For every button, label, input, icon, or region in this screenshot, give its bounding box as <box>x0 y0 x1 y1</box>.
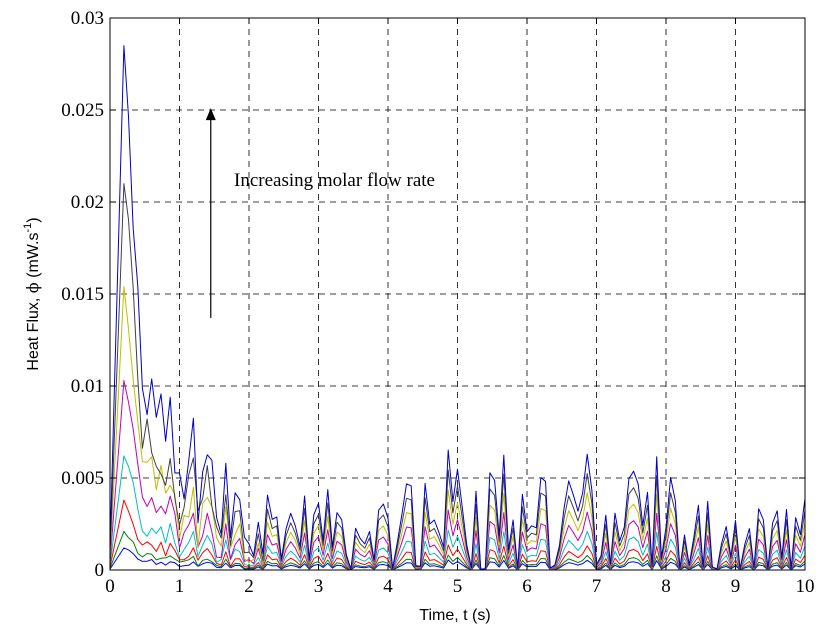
x-tick-label: 1 <box>175 576 185 597</box>
x-tick-label: 5 <box>453 576 463 597</box>
y-tick-label: 0.015 <box>61 284 104 305</box>
x-tick-label: 3 <box>314 576 324 597</box>
series-line-4 <box>109 455 806 571</box>
series-line-3 <box>109 499 806 571</box>
series-line-5 <box>109 380 806 571</box>
y-axis-label: Heat Flux, ϕ (mW.s-1) <box>22 217 42 370</box>
x-tick-label: 7 <box>592 576 602 597</box>
y-tick-label: 0 <box>95 560 105 581</box>
y-tick-label: 0.02 <box>71 192 104 213</box>
annotation-text: Increasing molar flow rate <box>234 170 435 191</box>
series-group <box>109 45 806 571</box>
x-tick-label: 8 <box>661 576 671 597</box>
x-tick-label: 10 <box>796 576 815 597</box>
x-axis-label: Time, t (s) <box>419 607 490 624</box>
x-ticks: 0 1 2 3 4 5 6 7 8 9 10 <box>105 18 815 597</box>
y-ticks: 0 0.005 0.01 0.015 0.02 0.025 0.03 <box>61 8 805 581</box>
y-axis-label-main: Heat Flux, <box>25 293 42 370</box>
y-tick-label: 0.01 <box>71 376 104 397</box>
x-tick-label: 0 <box>105 576 115 597</box>
series-line-8 <box>109 45 806 570</box>
x-tick-label: 9 <box>731 576 741 597</box>
y-axis-label-exponent: -1 <box>22 223 34 233</box>
x-tick-label: 4 <box>383 576 393 597</box>
x-tick-label: 6 <box>522 576 532 597</box>
y-axis-label-close: ) <box>25 217 42 222</box>
annotation: Increasing molar flow rate <box>205 108 435 318</box>
series-line-6 <box>109 286 806 570</box>
series-line-7 <box>109 183 806 570</box>
grid <box>110 18 805 570</box>
annotation-arrow-head <box>205 108 216 121</box>
y-axis-label-symbol: ϕ <box>23 282 42 293</box>
y-tick-label: 0.03 <box>71 8 104 29</box>
x-tick-label: 2 <box>244 576 254 597</box>
y-tick-label: 0.005 <box>61 468 104 489</box>
y-axis-label-unit: (mW.s <box>25 233 42 283</box>
y-tick-label: 0.025 <box>61 100 104 121</box>
